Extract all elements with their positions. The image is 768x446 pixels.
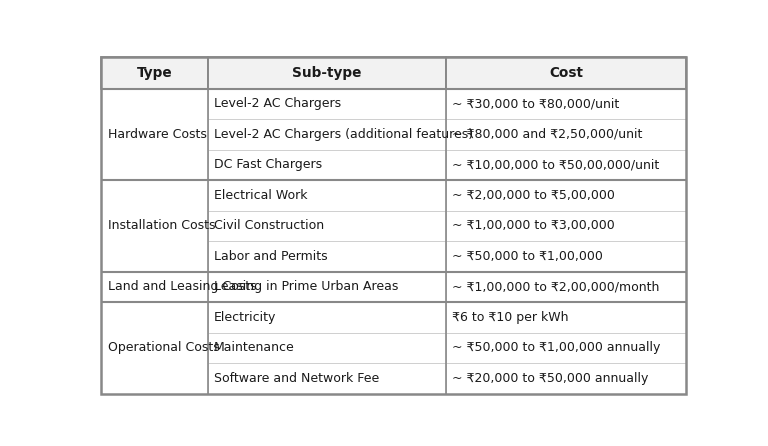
Text: Software and Network Fee: Software and Network Fee xyxy=(214,372,379,385)
Text: Type: Type xyxy=(137,66,172,80)
Bar xyxy=(208,302,446,333)
Bar xyxy=(208,149,446,180)
Bar xyxy=(446,302,687,333)
Bar xyxy=(208,363,446,393)
Bar xyxy=(446,363,687,393)
Bar xyxy=(208,211,446,241)
Text: ~ ₹50,000 to ₹1,00,000: ~ ₹50,000 to ₹1,00,000 xyxy=(452,250,603,263)
Bar xyxy=(208,272,446,302)
Bar xyxy=(446,272,687,302)
Text: Level-2 AC Chargers: Level-2 AC Chargers xyxy=(214,97,341,110)
Text: Sub-type: Sub-type xyxy=(293,66,362,80)
Bar xyxy=(208,89,446,119)
Bar xyxy=(208,333,446,363)
Bar xyxy=(208,119,446,149)
Text: Civil Construction: Civil Construction xyxy=(214,219,324,232)
Bar xyxy=(446,119,687,149)
Text: ~ ₹80,000 and ₹2,50,000/unit: ~ ₹80,000 and ₹2,50,000/unit xyxy=(452,128,643,141)
Text: ~ ₹30,000 to ₹80,000/unit: ~ ₹30,000 to ₹80,000/unit xyxy=(452,97,620,110)
Text: ₹6 to ₹10 per kWh: ₹6 to ₹10 per kWh xyxy=(452,311,569,324)
Bar xyxy=(446,333,687,363)
Bar xyxy=(101,57,208,89)
Bar xyxy=(446,57,687,89)
Bar xyxy=(101,302,208,393)
Bar xyxy=(446,211,687,241)
Bar xyxy=(446,89,687,119)
Bar xyxy=(446,180,687,211)
Bar xyxy=(101,180,208,272)
Text: Maintenance: Maintenance xyxy=(214,341,295,354)
Text: Land and Leasing Costs: Land and Leasing Costs xyxy=(108,280,257,293)
Text: ~ ₹10,00,000 to ₹50,00,000/unit: ~ ₹10,00,000 to ₹50,00,000/unit xyxy=(452,158,660,171)
Bar xyxy=(446,149,687,180)
Text: Electricity: Electricity xyxy=(214,311,276,324)
Text: Leasing in Prime Urban Areas: Leasing in Prime Urban Areas xyxy=(214,280,399,293)
Bar xyxy=(446,241,687,272)
Bar xyxy=(101,89,208,180)
Text: Cost: Cost xyxy=(549,66,584,80)
Text: Operational Costs: Operational Costs xyxy=(108,341,220,354)
Text: ~ ₹1,00,000 to ₹2,00,000/month: ~ ₹1,00,000 to ₹2,00,000/month xyxy=(452,280,660,293)
Text: Labor and Permits: Labor and Permits xyxy=(214,250,327,263)
Bar xyxy=(101,272,208,302)
Bar xyxy=(208,241,446,272)
Text: Installation Costs: Installation Costs xyxy=(108,219,215,232)
Text: ~ ₹2,00,000 to ₹5,00,000: ~ ₹2,00,000 to ₹5,00,000 xyxy=(452,189,615,202)
Text: Level-2 AC Chargers (additional features): Level-2 AC Chargers (additional features… xyxy=(214,128,473,141)
Text: ~ ₹20,000 to ₹50,000 annually: ~ ₹20,000 to ₹50,000 annually xyxy=(452,372,649,385)
Text: Electrical Work: Electrical Work xyxy=(214,189,307,202)
Text: Hardware Costs: Hardware Costs xyxy=(108,128,207,141)
Bar xyxy=(208,57,446,89)
Bar xyxy=(208,180,446,211)
Text: ~ ₹50,000 to ₹1,00,000 annually: ~ ₹50,000 to ₹1,00,000 annually xyxy=(452,341,660,354)
Text: DC Fast Chargers: DC Fast Chargers xyxy=(214,158,322,171)
Text: ~ ₹1,00,000 to ₹3,00,000: ~ ₹1,00,000 to ₹3,00,000 xyxy=(452,219,615,232)
